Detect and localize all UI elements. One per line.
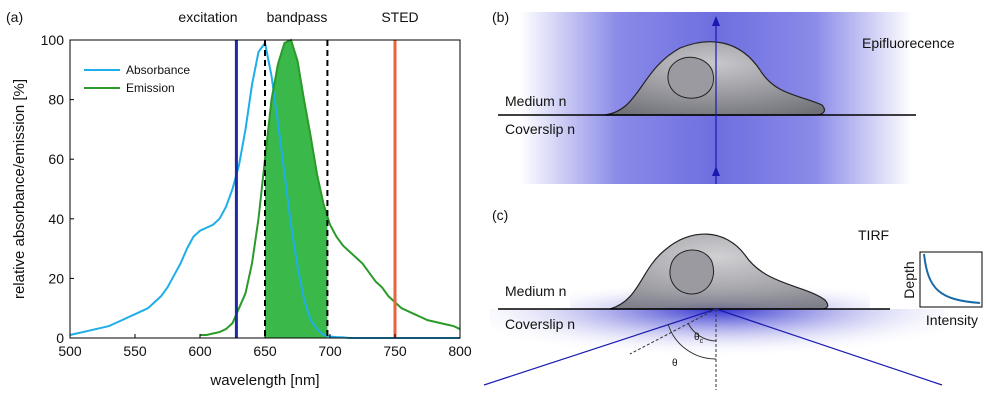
inset-xlabel: Intensity [926, 312, 978, 328]
angle-arc [687, 322, 717, 342]
critical-line [629, 308, 717, 355]
cell [609, 233, 829, 310]
angle-label: θc [694, 332, 704, 345]
panel-label: (a) [6, 9, 23, 25]
line [200, 38, 461, 337]
mode-label: Epifluorecence [862, 35, 955, 51]
diagram-b: (b) Epifluorecence Medium n Coverslip n [492, 9, 955, 184]
diagram-c: (c) θc θ TIRF Medium n Coverslip n Depth… [483, 207, 983, 390]
x-tick-label: 550 [123, 343, 147, 359]
y-tick-label: 60 [48, 151, 64, 167]
medium-label: Medium n [505, 283, 566, 299]
inset-curve [923, 253, 981, 304]
y-tick-label: 0 [56, 330, 64, 346]
cell [604, 41, 826, 116]
x-tick-label: 800 [448, 343, 472, 359]
y-tick-label: 100 [41, 32, 65, 48]
coverslip-label: Coverslip n [505, 316, 575, 332]
y-tick-label: 40 [48, 211, 64, 227]
coverslip-label: Coverslip n [505, 121, 575, 137]
y-axis-label: relative absorbance/emission [%] [11, 79, 28, 299]
medium-label: Medium n [505, 93, 566, 109]
area [265, 40, 328, 338]
panel-label: (c) [492, 207, 508, 223]
nucleus [669, 249, 714, 295]
inset-ylabel: Depth [901, 261, 917, 298]
angle-arc [667, 323, 717, 360]
panel-label: (b) [492, 9, 509, 25]
x-tick-label: 700 [318, 343, 342, 359]
x-tick-label: 650 [253, 343, 277, 359]
angle-sub: c [700, 338, 704, 345]
beam [715, 308, 943, 386]
x-axis-label: wavelength [nm] [209, 372, 319, 389]
inset-box [919, 251, 983, 308]
angle-symbol: θ [694, 332, 700, 343]
x-tick-label: 750 [383, 343, 407, 359]
illumination [490, 309, 945, 390]
y-tick-label: 80 [48, 92, 64, 108]
y-tick-label: 20 [48, 270, 64, 286]
x-tick-label: 600 [188, 343, 212, 359]
nucleus [667, 56, 714, 99]
legend-label: Absorbance [126, 63, 190, 77]
annotation: excitation [178, 9, 237, 25]
beam [483, 308, 717, 386]
annotation: bandpass [267, 9, 328, 25]
angle-label: θ [672, 358, 678, 369]
legend-label: Emission [126, 81, 175, 95]
mode-label: TIRF [858, 227, 889, 243]
annotation: STED [381, 9, 418, 25]
x-tick-label: 500 [58, 343, 82, 359]
